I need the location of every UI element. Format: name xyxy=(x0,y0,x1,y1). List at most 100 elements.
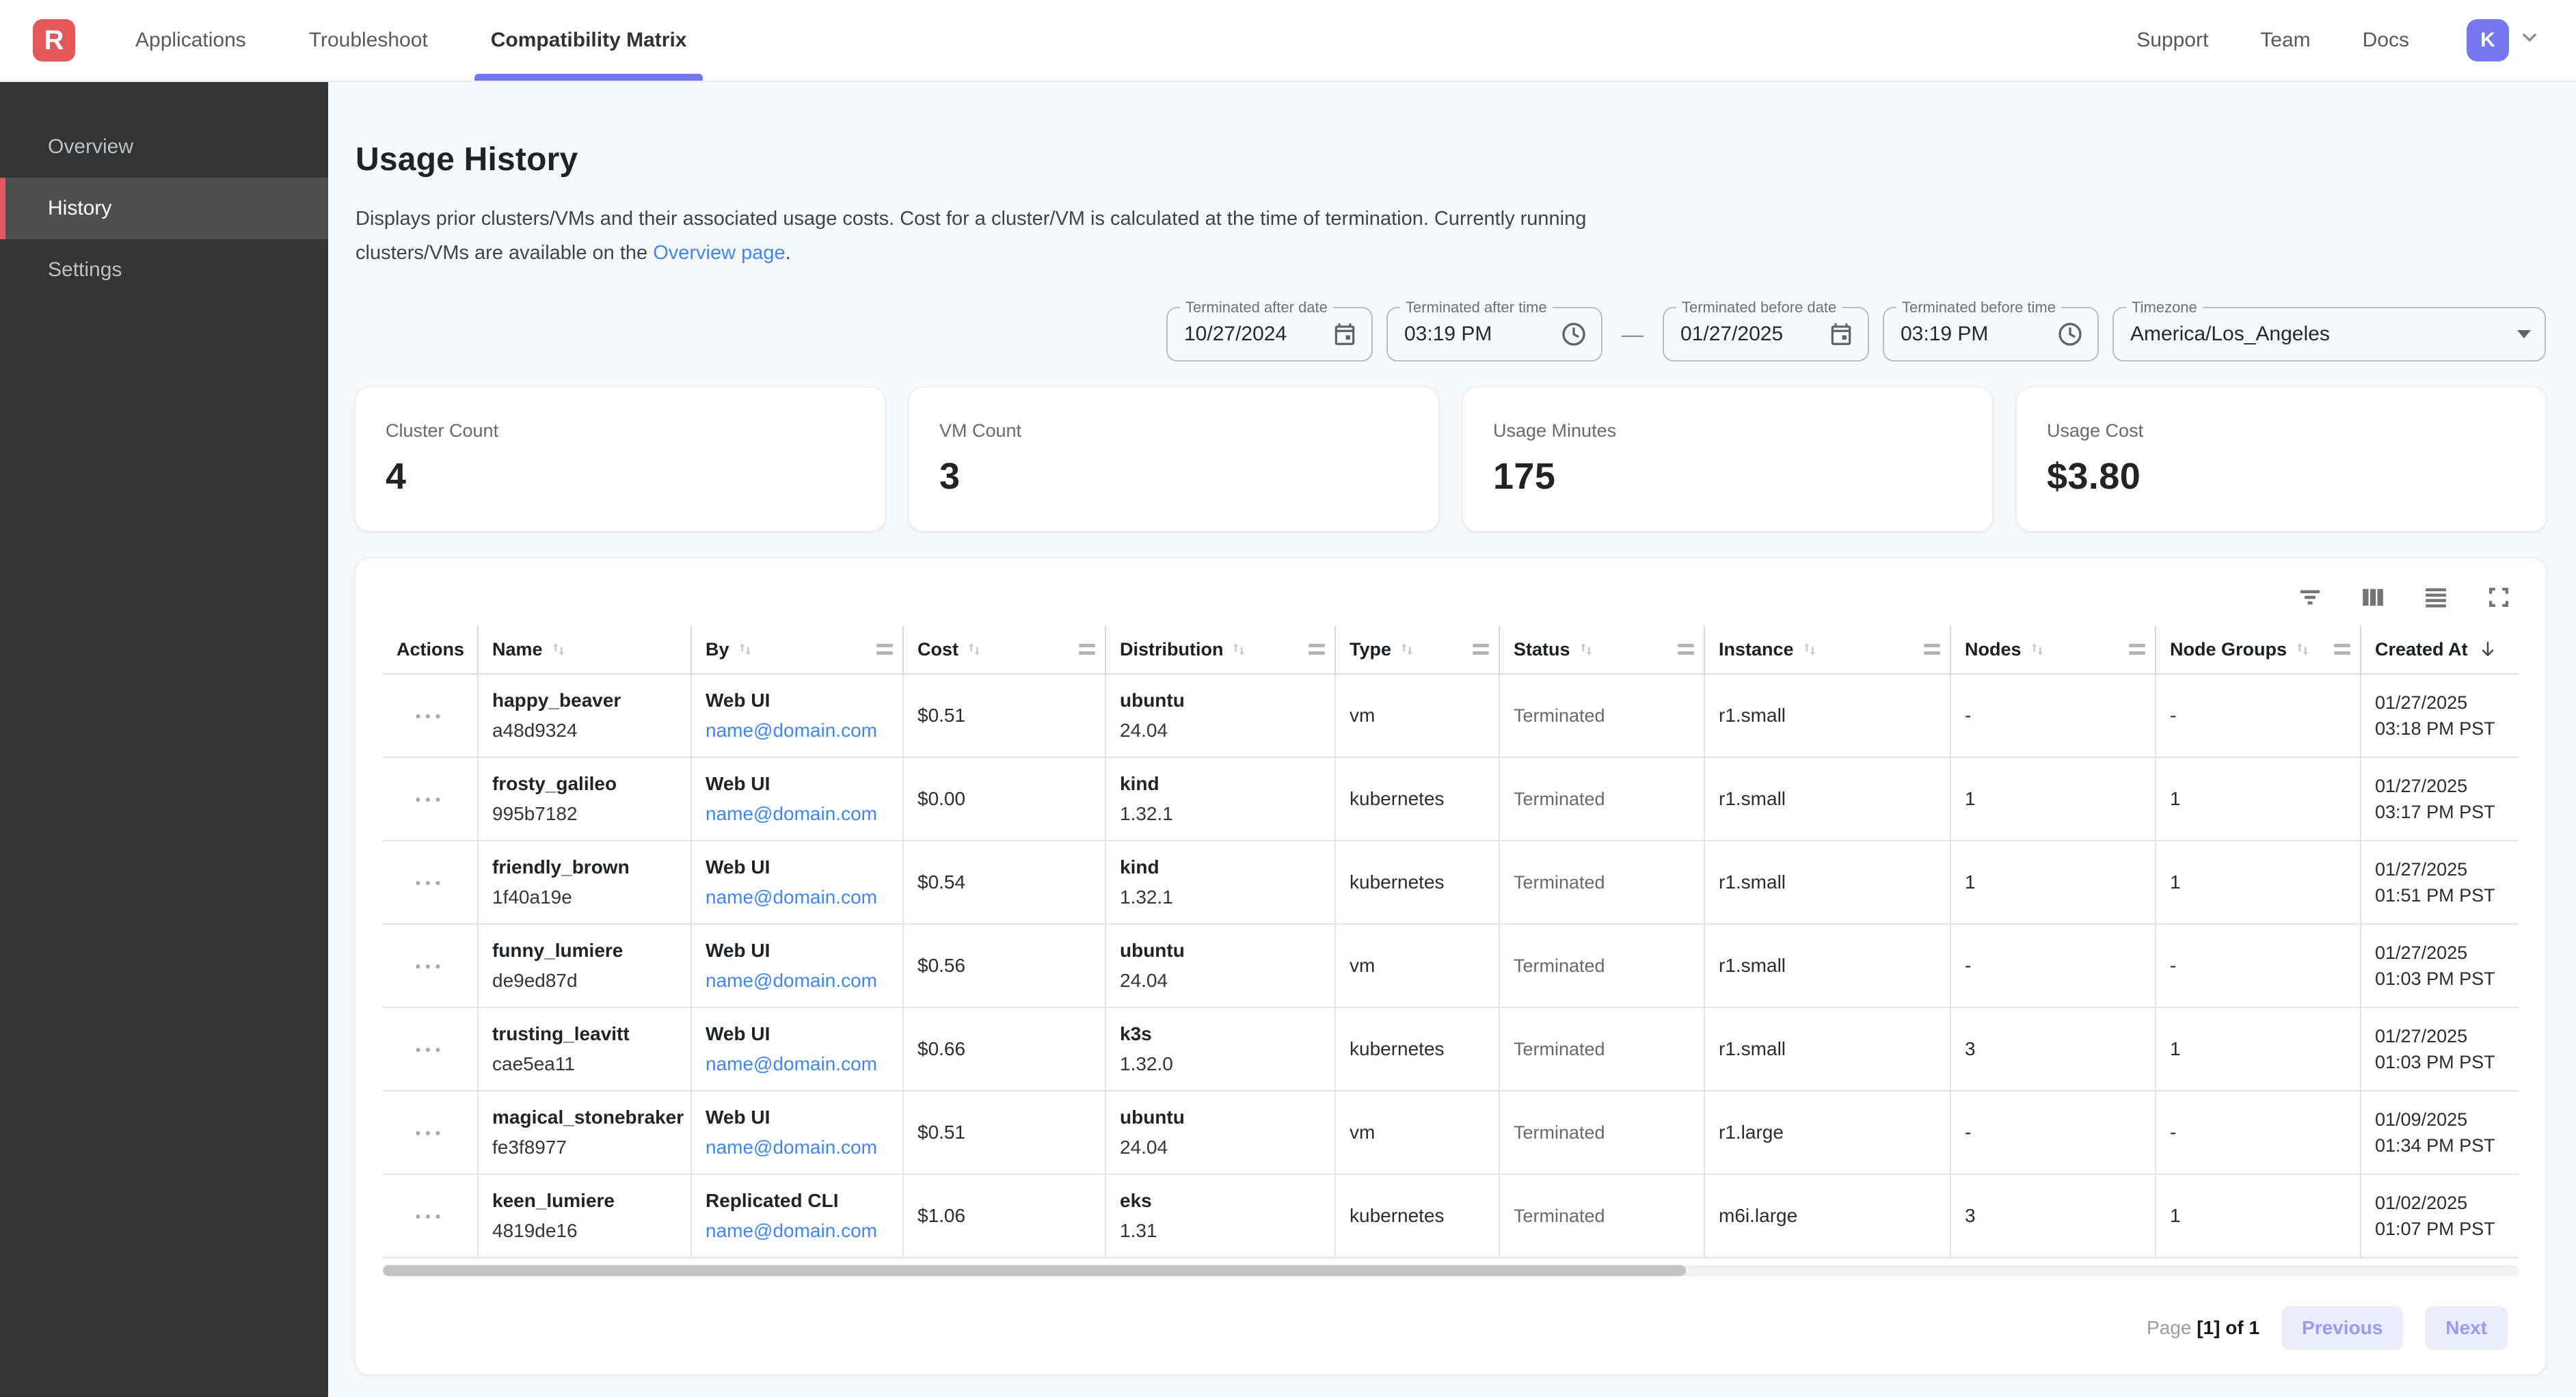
stat-label: Usage Minutes xyxy=(1493,420,1962,442)
cost-cell: $1.06 xyxy=(904,1175,1106,1257)
column-header-instance[interactable]: Instance xyxy=(1705,625,1951,673)
column-menu-icon[interactable] xyxy=(2334,644,2350,655)
terminated-after-time-field[interactable]: Terminated after time 03:19 PM xyxy=(1386,307,1602,362)
filter-icon[interactable] xyxy=(2296,583,2324,612)
table-row[interactable]: ●●● friendly_brown 1f40a19e Web UI name@… xyxy=(383,841,2519,925)
more-options-icon[interactable]: ●●● xyxy=(415,961,444,971)
page-number: [1] of 1 xyxy=(2197,1317,2259,1338)
scrollbar-thumb[interactable] xyxy=(383,1265,1686,1276)
density-icon[interactable] xyxy=(2421,583,2450,612)
more-options-icon[interactable]: ●●● xyxy=(415,878,444,887)
terminated-after-time-value[interactable]: 03:19 PM xyxy=(1404,323,1544,346)
instance-cell: r1.small xyxy=(1705,675,1951,757)
created-by-email-link[interactable]: name@domain.com xyxy=(706,1220,889,1242)
created-by-email-link[interactable]: name@domain.com xyxy=(706,970,889,992)
previous-page-button[interactable]: Previous xyxy=(2281,1306,2403,1350)
row-actions-cell: ●●● xyxy=(383,1091,479,1174)
column-header-by[interactable]: By xyxy=(692,625,904,673)
table-row[interactable]: ●●● frosty_galileo 995b7182 Web UI name@… xyxy=(383,758,2519,841)
sidebar-item-overview[interactable]: Overview xyxy=(0,116,328,178)
timezone-select[interactable]: Timezone America/Los_Angeles xyxy=(2112,307,2546,362)
calendar-icon[interactable] xyxy=(1828,321,1854,347)
column-menu-icon[interactable] xyxy=(1678,644,1694,655)
nodes-cell: 1 xyxy=(1951,758,2156,840)
distribution-cell: kind 1.32.1 xyxy=(1106,841,1336,923)
sort-icon[interactable] xyxy=(1801,640,1819,658)
dropdown-arrow-icon[interactable] xyxy=(2517,330,2531,338)
terminated-after-date-value[interactable]: 10/27/2024 xyxy=(1184,323,1315,346)
tab-applications[interactable]: Applications xyxy=(135,0,246,81)
column-header-distribution[interactable]: Distribution xyxy=(1106,625,1336,673)
column-menu-icon[interactable] xyxy=(1309,644,1325,655)
sort-icon[interactable] xyxy=(1230,640,1248,658)
created-by-email-link[interactable]: name@domain.com xyxy=(706,886,889,908)
chevron-down-icon[interactable] xyxy=(2519,27,2540,54)
terminated-before-date-value[interactable]: 01/27/2025 xyxy=(1680,323,1812,346)
column-menu-icon[interactable] xyxy=(1079,644,1095,655)
sort-icon[interactable] xyxy=(1398,640,1416,658)
sort-icon[interactable] xyxy=(1577,640,1595,658)
tab-compatibility-matrix[interactable]: Compatibility Matrix xyxy=(491,0,687,81)
node-groups-count: 1 xyxy=(2170,1205,2346,1227)
sidebar-item-history[interactable]: History xyxy=(0,178,328,239)
created-at-cell: 01/27/2025 01:03 PM PST xyxy=(2361,925,2519,1007)
terminated-before-time-label: Terminated before time xyxy=(1896,299,2061,316)
terminated-before-time-field[interactable]: Terminated before time 03:19 PM xyxy=(1883,307,2099,362)
timezone-value[interactable]: America/Los_Angeles xyxy=(2130,323,2501,346)
table-row[interactable]: ●●● happy_beaver a48d9324 Web UI name@do… xyxy=(383,675,2519,758)
sidebar-item-settings[interactable]: Settings xyxy=(0,239,328,301)
nav-link-team[interactable]: Team xyxy=(2260,29,2310,52)
table-row[interactable]: ●●● magical_stonebraker fe3f8977 Web UI … xyxy=(383,1091,2519,1175)
created-by-email-link[interactable]: name@domain.com xyxy=(706,720,889,742)
column-menu-icon[interactable] xyxy=(2129,644,2145,655)
sort-icon[interactable] xyxy=(736,640,754,658)
column-menu-icon[interactable] xyxy=(1924,644,1940,655)
column-header-type[interactable]: Type xyxy=(1336,625,1500,673)
calendar-icon[interactable] xyxy=(1332,321,1358,347)
column-header-name[interactable]: Name xyxy=(479,625,692,673)
tab-troubleshoot[interactable]: Troubleshoot xyxy=(309,0,428,81)
sort-icon[interactable] xyxy=(2294,640,2311,658)
replicated-logo[interactable]: R xyxy=(33,19,75,62)
column-header-cost[interactable]: Cost xyxy=(904,625,1106,673)
more-options-icon[interactable]: ●●● xyxy=(415,1128,444,1137)
created-by-email-link[interactable]: name@domain.com xyxy=(706,1053,889,1075)
overview-page-link[interactable]: Overview page xyxy=(653,242,785,264)
sort-icon[interactable] xyxy=(550,640,567,658)
sort-icon[interactable] xyxy=(2028,640,2046,658)
cluster-id: cae5ea11 xyxy=(492,1053,677,1075)
created-by-source: Web UI xyxy=(706,690,889,711)
more-options-icon[interactable]: ●●● xyxy=(415,794,444,804)
terminated-before-date-field[interactable]: Terminated before date 01/27/2025 xyxy=(1663,307,1869,362)
clock-icon[interactable] xyxy=(1560,321,1587,348)
column-menu-icon[interactable] xyxy=(876,644,893,655)
table-toolbar xyxy=(383,578,2519,625)
fullscreen-icon[interactable] xyxy=(2484,583,2513,612)
table-row[interactable]: ●●● trusting_leavitt cae5ea11 Web UI nam… xyxy=(383,1008,2519,1091)
nav-link-docs[interactable]: Docs xyxy=(2363,29,2409,52)
columns-icon[interactable] xyxy=(2359,583,2387,612)
table-row[interactable]: ●●● keen_lumiere 4819de16 Replicated CLI… xyxy=(383,1175,2519,1258)
more-options-icon[interactable]: ●●● xyxy=(415,1211,444,1221)
sort-desc-icon[interactable] xyxy=(2478,639,2498,660)
more-options-icon[interactable]: ●●● xyxy=(415,1044,444,1054)
terminated-after-date-field[interactable]: Terminated after date 10/27/2024 xyxy=(1166,307,1373,362)
more-options-icon[interactable]: ●●● xyxy=(415,711,444,720)
sort-icon[interactable] xyxy=(965,640,983,658)
created-by-email-link[interactable]: name@domain.com xyxy=(706,803,889,825)
account-menu[interactable]: K xyxy=(2467,19,2540,62)
column-header-status[interactable]: Status xyxy=(1500,625,1705,673)
column-header-created-at[interactable]: Created At xyxy=(2361,625,2519,673)
nav-link-support[interactable]: Support xyxy=(2136,29,2208,52)
column-header-nodes[interactable]: Nodes xyxy=(1951,625,2156,673)
column-menu-icon[interactable] xyxy=(1473,644,1489,655)
next-page-button[interactable]: Next xyxy=(2425,1306,2508,1350)
avatar[interactable]: K xyxy=(2467,19,2509,62)
instance-cell: r1.large xyxy=(1705,1091,1951,1174)
terminated-before-time-value[interactable]: 03:19 PM xyxy=(1901,323,2040,346)
table-row[interactable]: ●●● funny_lumiere de9ed87d Web UI name@d… xyxy=(383,925,2519,1008)
created-by-email-link[interactable]: name@domain.com xyxy=(706,1137,889,1158)
cluster-id: 995b7182 xyxy=(492,803,677,825)
column-header-node-groups[interactable]: Node Groups xyxy=(2156,625,2361,673)
clock-icon[interactable] xyxy=(2056,321,2084,348)
